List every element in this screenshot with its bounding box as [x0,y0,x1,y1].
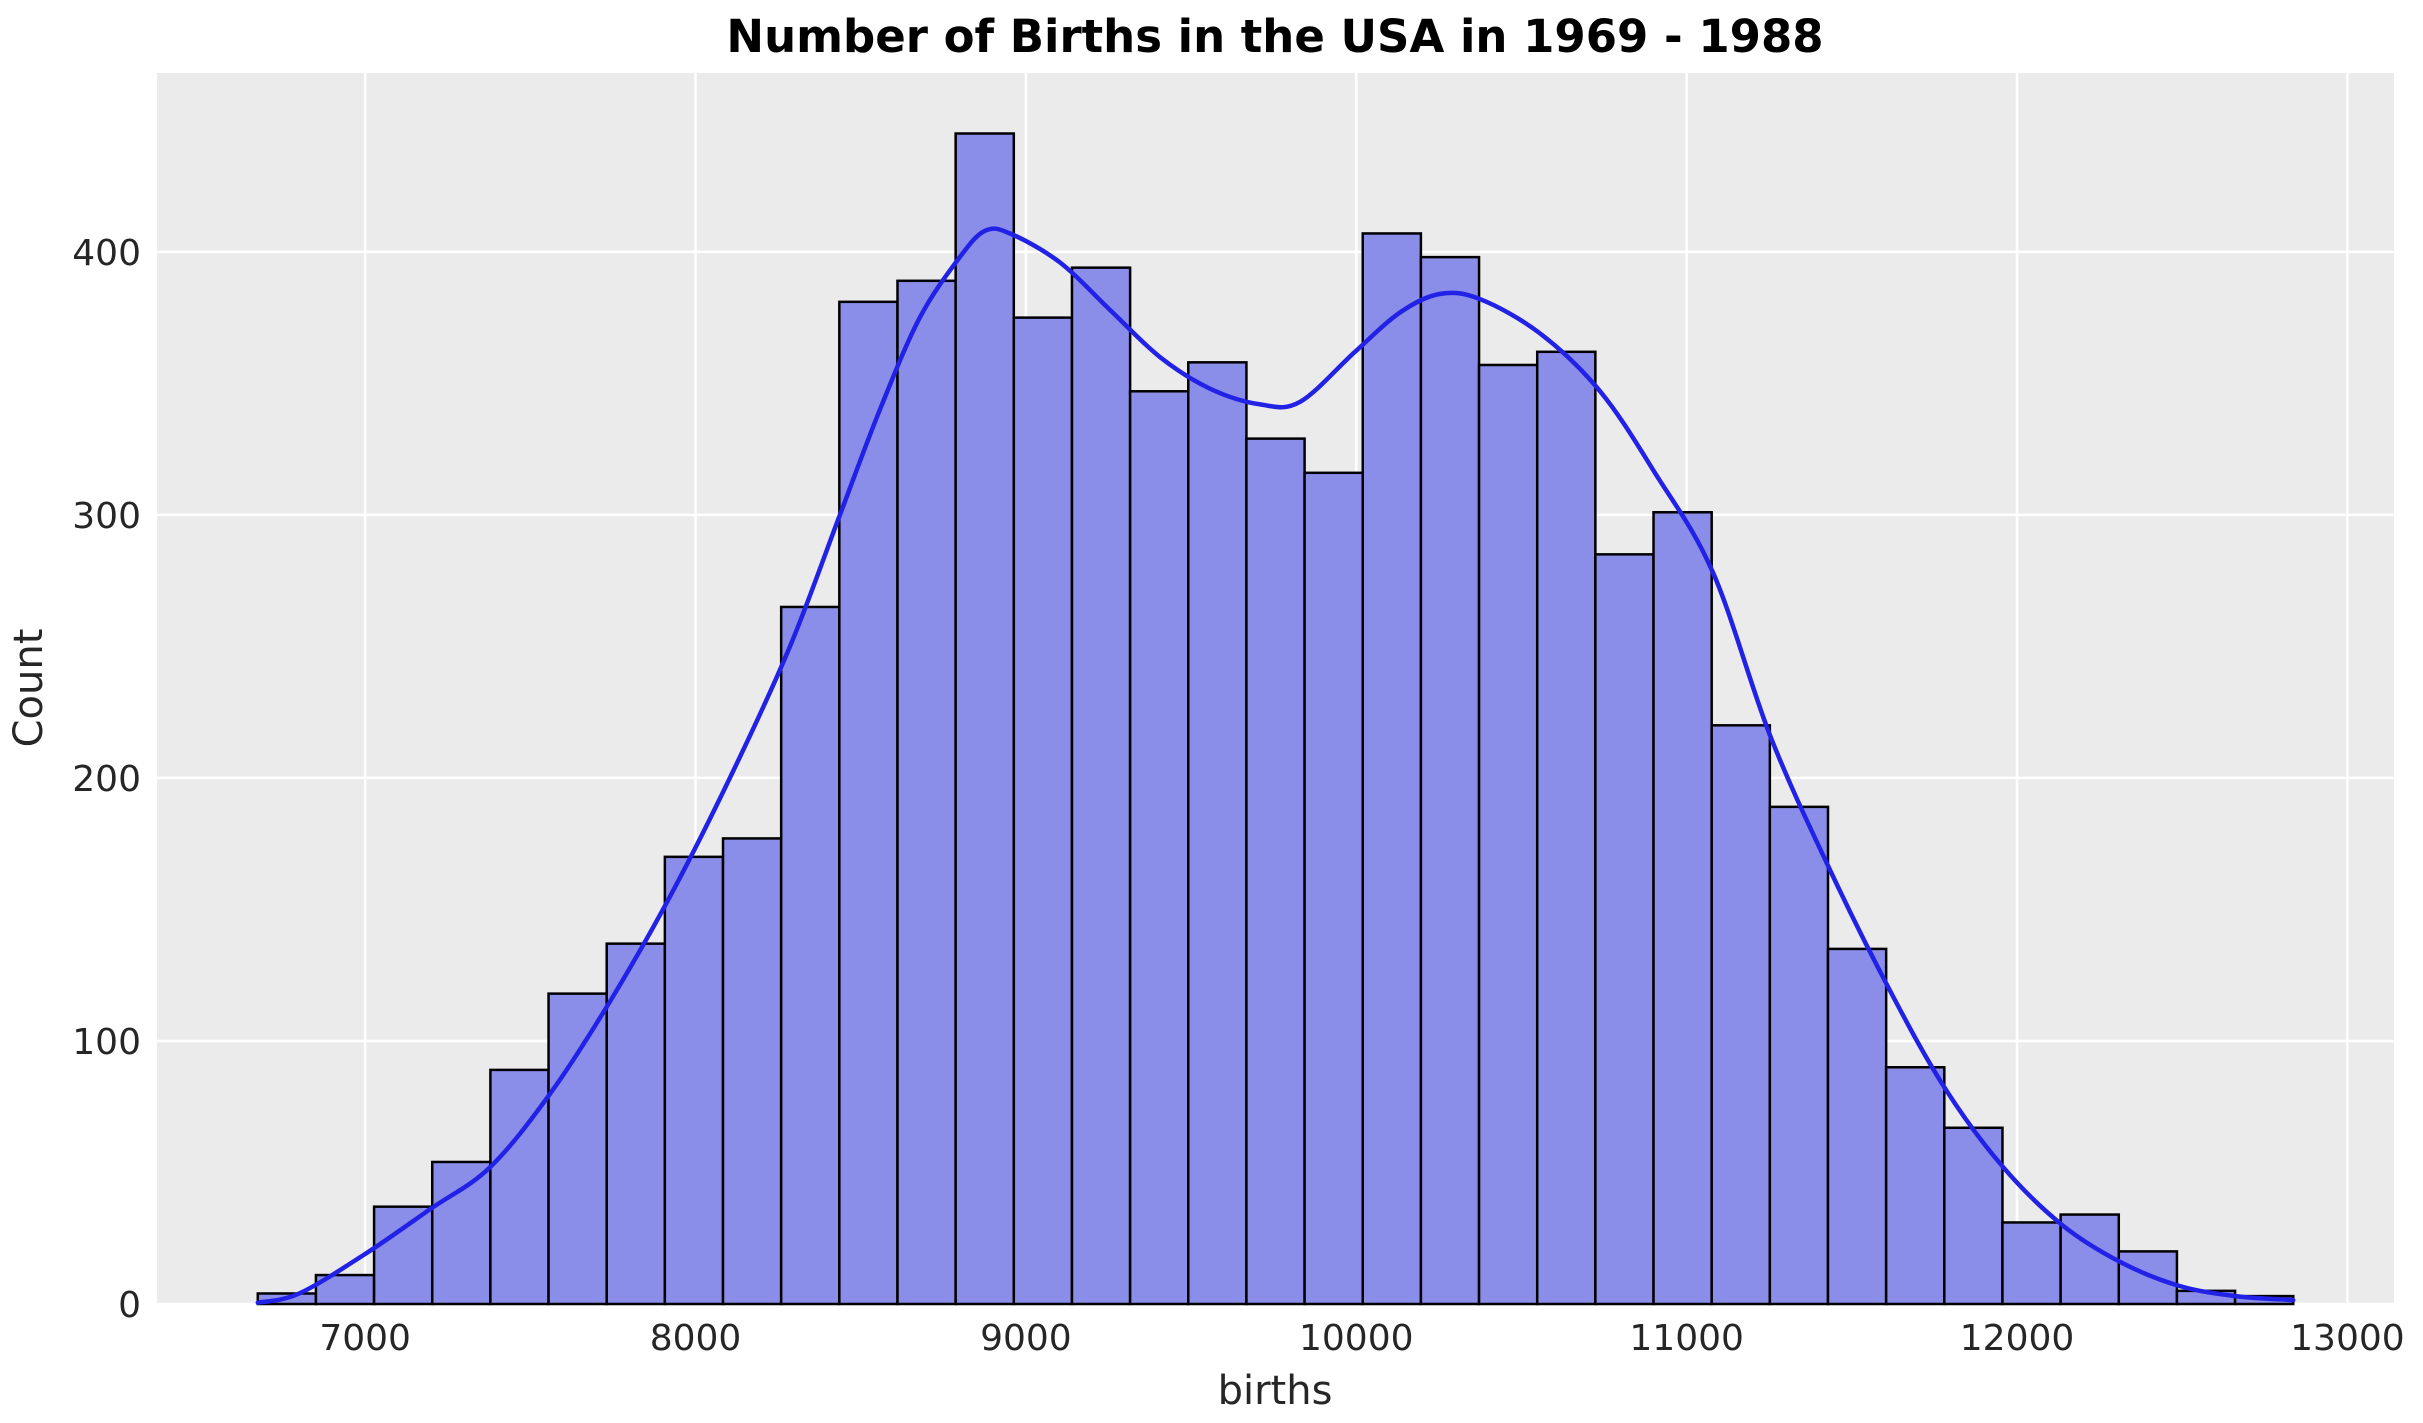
x-tick-label: 8000 [650,1318,742,1359]
kde-curve [255,226,2296,1305]
histogram-bar [1884,1066,1946,1306]
histogram-bar [2117,1250,2179,1306]
histogram-bar [1128,390,1190,1306]
y-tick-label: 300 [72,496,141,537]
x-axis-label: births [1218,1368,1333,1414]
histogram-bar [721,837,783,1306]
histogram-bar [663,855,725,1306]
histogram-bar [1535,350,1597,1306]
histogram-bar [2001,1221,2062,1306]
histogram-bar [838,300,899,1306]
histogram-bar [1012,316,1074,1306]
histogram-bar [1594,553,1655,1306]
histogram-bar [779,605,841,1306]
y-axis-label: Count [6,629,52,748]
histogram-bar [372,1205,434,1306]
y-tick-label: 100 [72,1022,141,1063]
x-tick-label: 10000 [1299,1318,1414,1359]
x-tick-label: 11000 [1629,1318,1744,1359]
x-tick-label: 9000 [980,1318,1072,1359]
x-axis-tick-labels: 7000 8000 9000 10000 11000 12000 13000 [319,1318,2404,1359]
histogram-bar [1303,471,1364,1306]
histogram-bar [1187,361,1248,1306]
x-tick-label: 13000 [2290,1318,2405,1359]
histogram-bar [1245,437,1306,1306]
y-axis-tick-labels: 0 100 200 300 400 [72,233,141,1326]
histogram-bar [954,132,1016,1306]
histogram-bar [1710,724,1772,1306]
x-tick-label: 7000 [319,1318,411,1359]
histogram-bar [896,279,957,1306]
histogram-bar [605,942,667,1306]
histogram-bars [256,132,2295,1306]
histogram-bar [1768,805,1830,1306]
histogram-bar [1652,511,1713,1306]
histogram-bar [489,1068,550,1306]
histogram-bar [1419,255,1481,1306]
histogram-bar [430,1160,492,1306]
histogram-bar [1826,947,1888,1306]
histogram-bar [1477,363,1539,1306]
x-tick-label: 12000 [1960,1318,2075,1359]
y-tick-label: 400 [72,233,141,274]
histogram-bar [547,992,608,1306]
histogram-bar [1361,232,1423,1306]
y-tick-label: 200 [72,759,141,800]
histogram-bar [1070,266,1132,1306]
chart-title: Number of Births in the USA in 1969 - 19… [726,10,1823,63]
y-tick-label: 0 [118,1285,141,1326]
